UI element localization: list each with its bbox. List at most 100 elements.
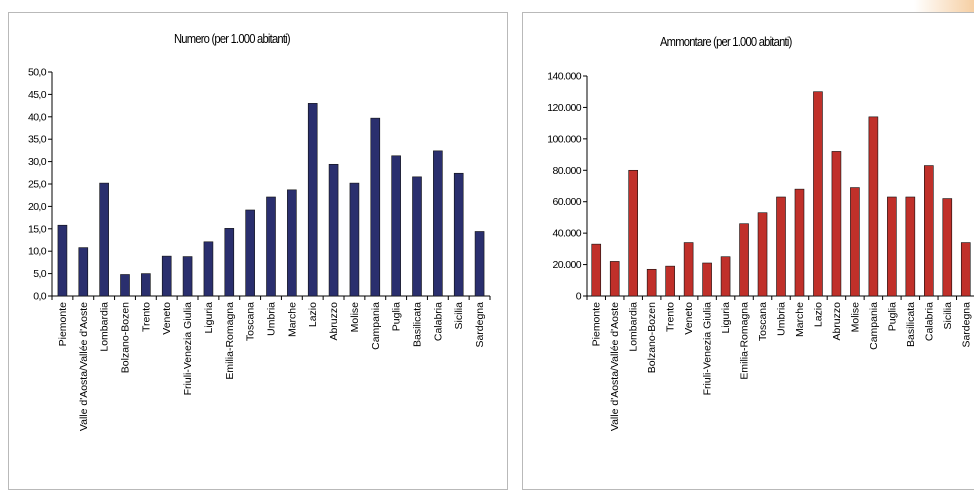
x-tick-label-14: Molise <box>849 302 861 333</box>
y-tick-label: 50,0 <box>28 67 47 79</box>
x-tick-label-3: Bolzano-Bozen <box>646 302 658 373</box>
y-tick-label: 0 <box>576 291 582 303</box>
bar-16 <box>887 196 897 297</box>
x-tick-label-17: Basilicata <box>412 302 424 347</box>
corner-accent <box>914 0 974 12</box>
x-tick-label-5: Veneto <box>683 302 695 335</box>
bar-3 <box>120 274 130 297</box>
bar-18 <box>433 150 443 297</box>
bar-18 <box>924 165 934 297</box>
bar-19 <box>453 172 464 297</box>
x-tick-label-4: Trento <box>665 302 677 332</box>
bar-14 <box>850 187 860 297</box>
x-tick-label-12: Lazio <box>307 302 319 327</box>
bar-5 <box>683 242 694 297</box>
y-tick-label: 35,0 <box>28 134 47 146</box>
x-tick-label-12: Lazio <box>812 302 824 327</box>
bar-1 <box>609 261 620 297</box>
bar-10 <box>776 196 786 297</box>
y-tick-label: 40.000 <box>552 228 581 240</box>
y-tick-label: 60.000 <box>552 196 581 208</box>
x-tick-label-1: Valle d'Aosta/Vallée d'Aoste <box>609 302 621 431</box>
y-tick-label: 25,0 <box>28 179 47 191</box>
bar-0 <box>591 243 602 297</box>
y-tick-label: 15,0 <box>28 223 47 235</box>
x-tick-label-18: Calabria <box>923 302 935 341</box>
y-tick-label: 20,0 <box>28 201 47 213</box>
bar-4 <box>665 265 675 297</box>
y-tick-label: 140.000 <box>547 71 582 83</box>
bar-8 <box>224 228 235 297</box>
x-tick-label-7: Liguria <box>203 302 215 334</box>
x-tick-label-18: Calabria <box>432 302 444 341</box>
bar-15 <box>868 116 879 297</box>
bar-0 <box>57 224 68 297</box>
bar-20 <box>960 242 971 297</box>
bar-9 <box>245 209 255 297</box>
bar-12 <box>307 103 318 297</box>
y-tick-label: 0,0 <box>33 291 47 303</box>
x-tick-label-4: Trento <box>140 302 152 332</box>
bar-7 <box>720 256 731 297</box>
bar-16 <box>391 155 401 297</box>
x-tick-label-17: Basilicata <box>905 302 917 347</box>
bar-13 <box>328 163 339 297</box>
y-tick-label: 30,0 <box>28 156 47 168</box>
x-tick-label-1: Valle d'Aosta/Vallée d'Aoste <box>78 302 90 431</box>
y-tick-label: 20.000 <box>552 259 581 271</box>
bar-17 <box>412 176 422 297</box>
chart-title-numero: Numero (per 1.000 abitanti) <box>174 31 291 46</box>
chart-title-ammontare: Ammontare (per 1.000 abitanti) <box>660 34 792 49</box>
x-tick-label-10: Umbria <box>776 302 788 336</box>
x-tick-label-13: Abruzzo <box>328 302 340 341</box>
bar-20 <box>474 231 485 297</box>
x-tick-label-19: Sicilia <box>942 302 954 330</box>
x-tick-label-5: Veneto <box>161 302 173 335</box>
x-tick-label-6: Friuli-Venezia Giulia <box>182 302 194 396</box>
x-tick-label-8: Emilia-Romagna <box>739 302 751 380</box>
x-tick-label-0: Piemonte <box>591 302 603 347</box>
x-tick-label-13: Abruzzo <box>831 302 843 341</box>
y-tick-label: 10,0 <box>28 246 47 258</box>
chart-panel-numero <box>8 12 508 490</box>
bar-6 <box>702 262 712 297</box>
x-tick-label-20: Sardegna <box>960 302 972 348</box>
bar-12 <box>813 91 823 297</box>
x-tick-label-15: Campania <box>370 302 382 350</box>
x-tick-label-2: Lombardia <box>628 302 640 352</box>
bar-3 <box>646 268 657 297</box>
x-tick-label-11: Marche <box>286 302 298 337</box>
bar-19 <box>942 198 953 297</box>
x-tick-label-14: Molise <box>349 302 361 333</box>
y-tick-label: 80.000 <box>552 165 581 177</box>
bar-6 <box>182 256 193 297</box>
x-tick-label-3: Bolzano-Bozen <box>120 302 132 373</box>
bar-2 <box>628 169 638 297</box>
y-tick-label: 120.000 <box>547 102 582 114</box>
bar-10 <box>266 196 276 297</box>
bar-8 <box>739 223 749 297</box>
bar-9 <box>757 212 768 297</box>
bar-15 <box>370 117 381 297</box>
x-tick-label-16: Puglia <box>391 302 403 331</box>
y-tick-label: 40,0 <box>28 111 47 123</box>
bar-13 <box>831 151 842 297</box>
x-tick-label-10: Umbria <box>266 302 278 336</box>
y-tick-label: 5,0 <box>33 268 47 280</box>
bar-1 <box>78 247 89 297</box>
bar-4 <box>141 273 151 297</box>
bar-11 <box>794 188 805 297</box>
x-tick-label-9: Toscana <box>757 302 769 341</box>
y-tick-label: 45,0 <box>28 89 47 101</box>
y-tick-label: 100.000 <box>547 133 582 145</box>
x-tick-label-11: Marche <box>794 302 806 337</box>
x-tick-label-19: Sicilia <box>453 302 465 330</box>
bar-14 <box>349 182 360 297</box>
bar-5 <box>161 255 172 297</box>
bar-17 <box>905 196 916 297</box>
x-tick-label-0: Piemonte <box>57 302 69 347</box>
bar-11 <box>287 189 297 297</box>
x-tick-label-2: Lombardia <box>99 302 111 352</box>
